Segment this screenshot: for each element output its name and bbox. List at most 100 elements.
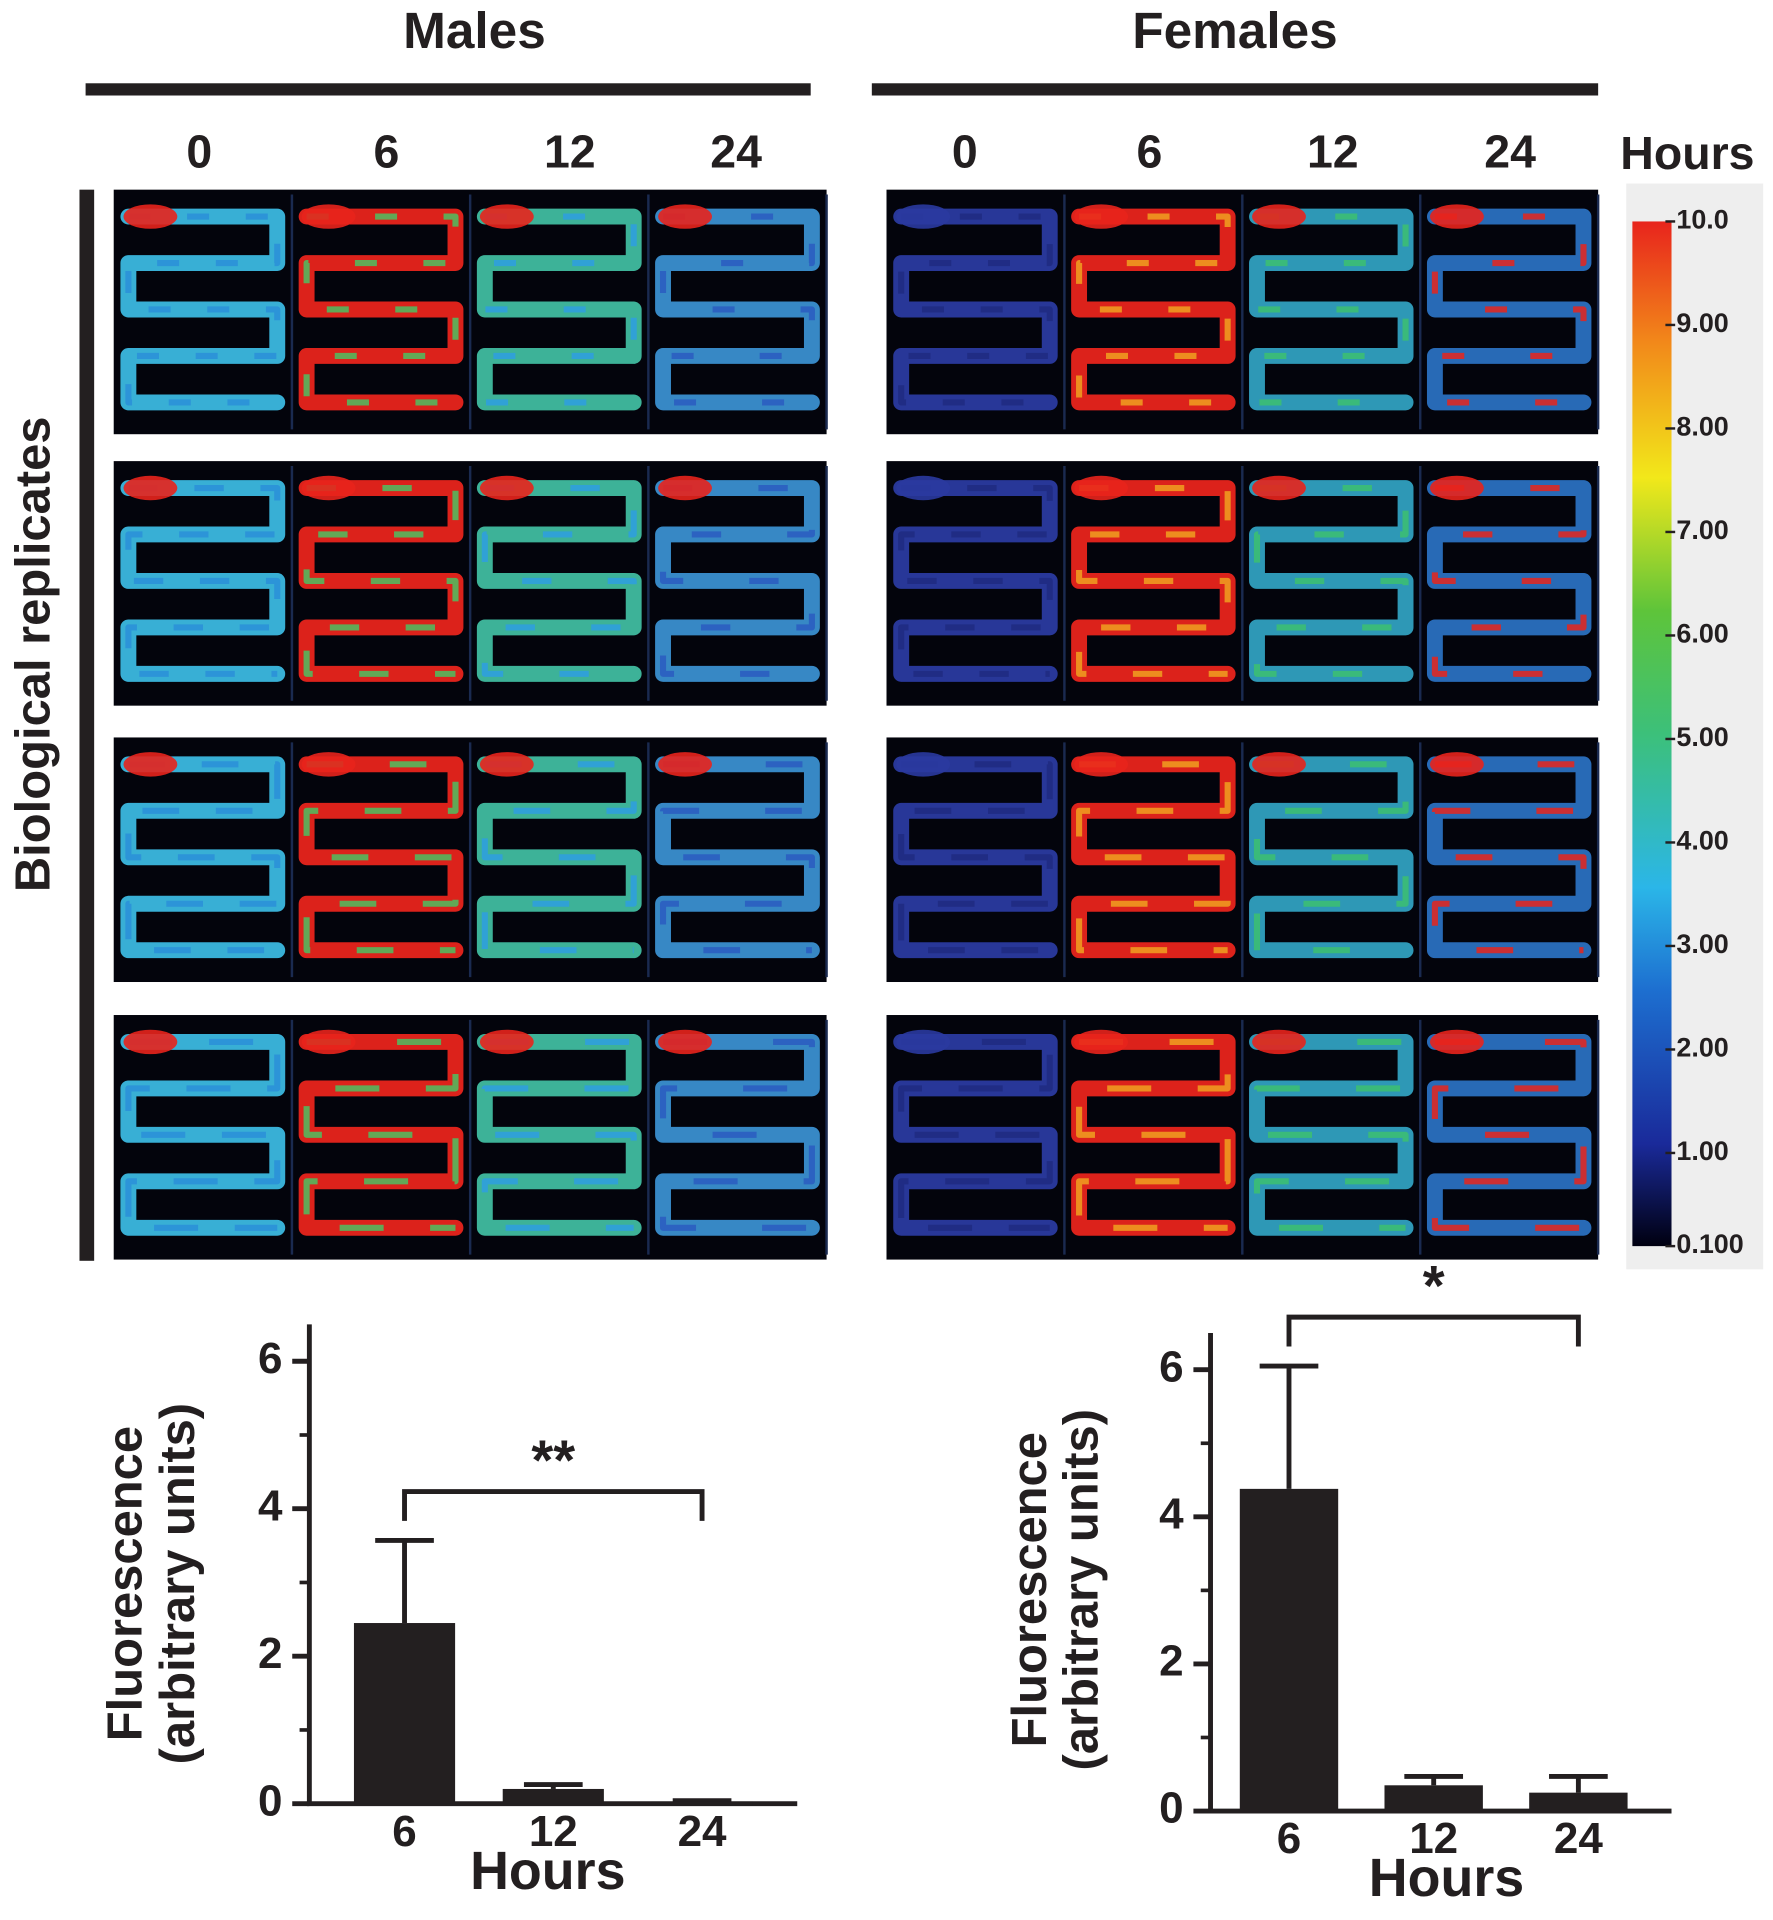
gut [1426,756,1592,959]
colorbar-tick-label: 3.00 [1676,929,1728,959]
y-tick-label: 4 [258,1481,283,1530]
group-rule [85,83,811,96]
gut-highlight [303,213,459,406]
gut-crop [479,1029,534,1055]
gut-crop [1252,204,1306,229]
gut-highlight [481,213,637,406]
y-tick-label: 0 [258,1776,282,1825]
y-tick-label: 6 [258,1334,282,1383]
gut-crop [479,204,534,229]
gut-crop [1430,752,1484,777]
bar [1529,1792,1628,1812]
row-rule [79,189,95,1261]
gut-crop [301,752,356,777]
x-axis-label: Hours [1369,1848,1524,1908]
gut [1249,1033,1414,1236]
y-axis-label: Fluorescence [98,1426,152,1741]
gut-highlight [1253,484,1409,677]
time-label: 0 [952,126,978,178]
bar [502,1788,604,1804]
gut-crop [658,475,712,501]
gut-highlight [481,484,637,677]
time-label: 6 [373,126,399,178]
gut-highlight [125,484,281,677]
x-tick-label: 6 [1277,1814,1301,1863]
x-tick-label: 24 [678,1807,727,1856]
significance-label: * [1423,1254,1445,1317]
gut-crop [658,204,712,229]
significance-bracket [402,1489,705,1521]
bar [353,1623,456,1804]
gut-highlight [1431,1038,1587,1231]
time-label: 24 [1484,126,1536,178]
bar [1239,1488,1339,1812]
y-tick-label: 2 [1159,1637,1183,1686]
gut [655,208,820,411]
row-label: Biological replicates [7,416,61,892]
x-tick-label: 24 [1554,1814,1603,1863]
gut-highlight [303,761,459,954]
gut-highlight [1253,213,1409,406]
gut-highlight [1076,213,1231,406]
gut-highlight [898,484,1053,677]
y-axis-label: (arbitrary units) [151,1403,205,1764]
colorbar-tick-label: 9.00 [1676,308,1728,338]
colorbar-tick-label: 1.00 [1676,1136,1728,1166]
gut-crop [896,475,951,501]
gut [476,1033,642,1236]
bar [1384,1785,1483,1812]
gut-crop [1074,1029,1128,1055]
gut-highlight [125,761,281,954]
gut-highlight [898,1038,1053,1231]
group-rule [871,83,1599,96]
gut-crop [658,1029,712,1055]
y-axis-label: Fluorescence [1003,1432,1057,1747]
time-label: 6 [1136,126,1162,178]
x-axis-label: Hours [470,1841,625,1901]
y-tick-label: 0 [1159,1784,1183,1833]
gut-highlight [303,484,459,677]
y-tick-label: 2 [258,1629,282,1678]
gut-highlight [659,1038,815,1231]
gut-crop [1430,475,1484,501]
gut [655,756,820,959]
colorbar-tick-label: 10.0 [1676,205,1728,235]
x-tick-label: 6 [392,1807,416,1856]
colorbar-tick-label: 8.00 [1676,412,1728,442]
gut [1426,208,1592,411]
gut [1426,480,1592,682]
colorbar-tick-label: 5.00 [1676,722,1728,752]
gut-highlight [898,761,1053,954]
colorbar-tick-label: 2.00 [1676,1033,1728,1063]
gut-crop [479,475,534,501]
time-label: 12 [1307,126,1359,178]
gut-highlight [1076,484,1231,677]
gut-crop [896,1029,951,1055]
gut-crop [1430,204,1484,229]
gut-crop [1252,475,1306,501]
gut-crop [301,475,356,501]
x-tick-label: 12 [1409,1814,1458,1863]
gut [893,208,1058,411]
gut-highlight [481,761,637,954]
time-label: 0 [186,126,212,178]
group-title: Females [1132,2,1338,59]
gut-highlight [1076,761,1231,954]
gut-highlight [303,1038,459,1231]
significance-label: ** [531,1428,575,1491]
gut-crop [1430,1029,1484,1055]
gut-highlight [1076,1038,1231,1231]
gut [120,208,286,411]
gut-crop [123,752,178,777]
gut-crop [301,1029,356,1055]
gut-crop [1074,204,1128,229]
gut-crop [123,475,178,501]
gut-crop [658,752,712,777]
gut-highlight [1253,761,1409,954]
time-label: 24 [710,126,762,178]
gut-crop [1074,752,1128,777]
colorbar-tick-label: 4.00 [1676,826,1728,856]
time-label: 12 [544,126,596,178]
gut-crop [1252,752,1306,777]
